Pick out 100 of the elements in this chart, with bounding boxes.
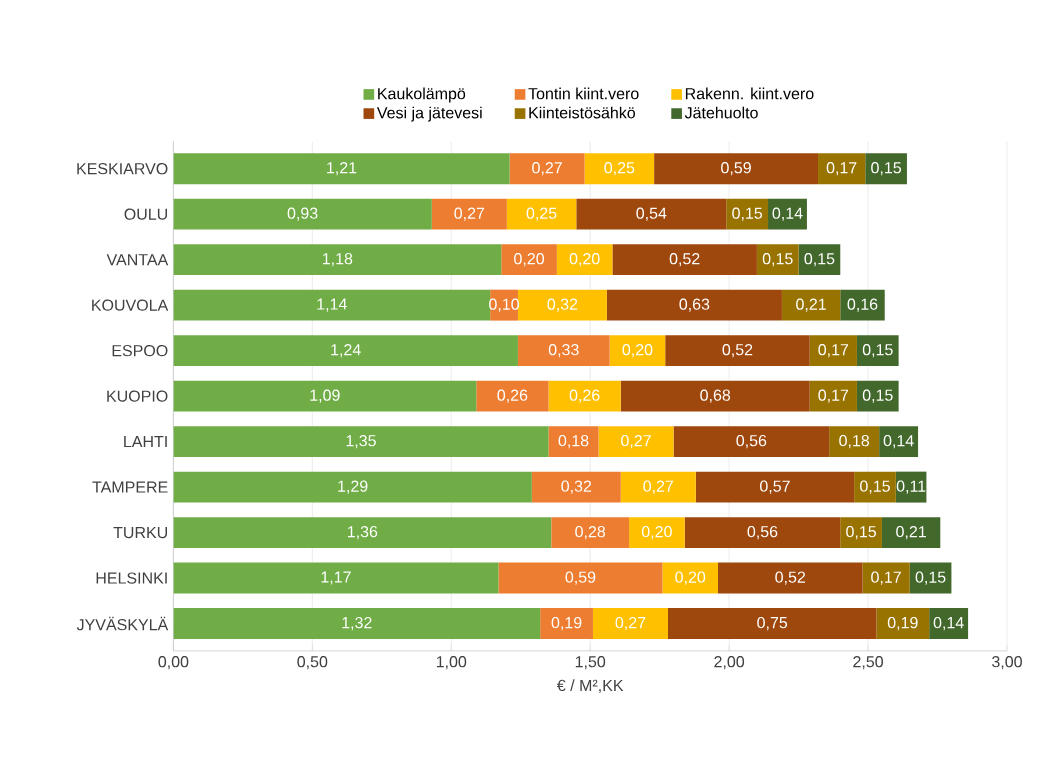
data-label: 1,29 (338, 480, 368, 494)
data-label: 0,20 (641, 526, 672, 540)
bar (584, 153, 655, 185)
legend-label: Rakenn. kiint.vero (685, 87, 814, 100)
data-label: 0,15 (762, 253, 793, 267)
data-label: 0,59 (565, 571, 596, 585)
data-label: 0,18 (558, 435, 589, 449)
bar (840, 289, 885, 321)
bar (768, 198, 807, 230)
data-label: 0,17 (818, 389, 849, 403)
y-tick-label: KOUVOLA (92, 299, 169, 312)
x-tick-label: 1,50 (575, 656, 606, 670)
data-label: 0,56 (747, 526, 778, 540)
bar (173, 335, 518, 367)
x-tick-label: 3,00 (992, 656, 1022, 670)
bar (476, 380, 549, 412)
bar (173, 153, 510, 185)
data-label: 0,26 (497, 389, 528, 403)
legend-label: Kiinteistösähkö (529, 106, 636, 119)
y-tick-label: OULU (124, 208, 167, 221)
bar (929, 608, 969, 640)
bar (662, 562, 719, 594)
bar (173, 380, 477, 412)
data-label: 0,20 (622, 344, 653, 358)
data-label: 0,52 (669, 253, 700, 267)
data-label: 0,15 (915, 571, 946, 585)
bar (684, 517, 841, 549)
bar (173, 562, 499, 594)
bar (673, 426, 830, 458)
bar (909, 562, 952, 594)
bar (501, 244, 557, 276)
data-label: 1,36 (347, 526, 378, 540)
data-label: 0,27 (532, 162, 562, 176)
data-label: 1,35 (346, 435, 376, 449)
data-label: 0,57 (760, 480, 790, 494)
data-label: 0,59 (721, 162, 751, 176)
bar (620, 471, 696, 503)
bar (854, 471, 896, 503)
data-label: 0,25 (604, 162, 635, 176)
data-label: 1,17 (321, 571, 351, 585)
bar (431, 198, 507, 230)
y-tick-label: TURKU (113, 527, 167, 539)
bar (781, 289, 841, 321)
bar (654, 153, 819, 185)
bar (809, 335, 857, 367)
legend-label: Jätehuolto (684, 106, 758, 119)
bar (498, 562, 663, 594)
data-label: 0,15 (846, 526, 877, 540)
bar (620, 380, 810, 412)
x-tick-label: 1,00 (436, 656, 467, 670)
bar (665, 335, 810, 367)
data-label: 0,15 (860, 480, 890, 494)
bar (551, 517, 630, 549)
x-tick-label: 0,00 (158, 656, 189, 670)
bar (173, 471, 532, 503)
y-tick-label: ESPOO (112, 345, 168, 357)
y-tick-label: TAMPERE (92, 481, 168, 493)
data-label: 0,33 (548, 344, 579, 358)
data-label: 0,93 (287, 207, 318, 221)
bar (829, 426, 880, 458)
data-label: 0,15 (862, 344, 893, 358)
data-label: 0,32 (561, 480, 592, 494)
data-label: 0,15 (804, 253, 835, 267)
data-label: 0,20 (569, 253, 600, 267)
data-label: 0,17 (826, 162, 857, 176)
data-label: 0,20 (675, 571, 706, 585)
data-label: 0,21 (796, 298, 826, 312)
data-label: 0,15 (862, 389, 893, 403)
data-label: 0,54 (636, 207, 667, 221)
bar (862, 562, 910, 594)
bar (612, 244, 757, 276)
data-label: 0,63 (679, 298, 710, 312)
bar (818, 153, 866, 185)
data-label: 0,16 (847, 298, 878, 312)
bar (881, 517, 941, 549)
bar (879, 426, 919, 458)
x-tick-label: 2,50 (853, 656, 884, 670)
data-label: 0,14 (883, 435, 914, 449)
bar (726, 198, 769, 230)
data-label: 1,21 (327, 162, 357, 176)
bar (173, 244, 502, 276)
data-label: 1,14 (317, 298, 347, 312)
data-label: 0,52 (722, 344, 753, 358)
bar (856, 380, 899, 412)
bar (517, 335, 610, 367)
bar (576, 198, 727, 230)
data-label: 0,18 (839, 435, 870, 449)
data-label: 0,17 (871, 571, 901, 585)
bar (798, 244, 841, 276)
data-label: 0,21 (896, 526, 926, 540)
legend-label: Kaukolämpö (378, 87, 466, 103)
data-label: 0,15 (732, 207, 763, 221)
data-label: 0,19 (887, 617, 918, 631)
bar (173, 608, 541, 640)
y-tick-label: JYVÄSKYLÄ (76, 617, 169, 631)
data-label: 0,11 (896, 480, 926, 494)
bar (173, 426, 549, 458)
data-label: 1,24 (331, 344, 361, 358)
bar (606, 289, 782, 321)
bar (598, 426, 674, 458)
